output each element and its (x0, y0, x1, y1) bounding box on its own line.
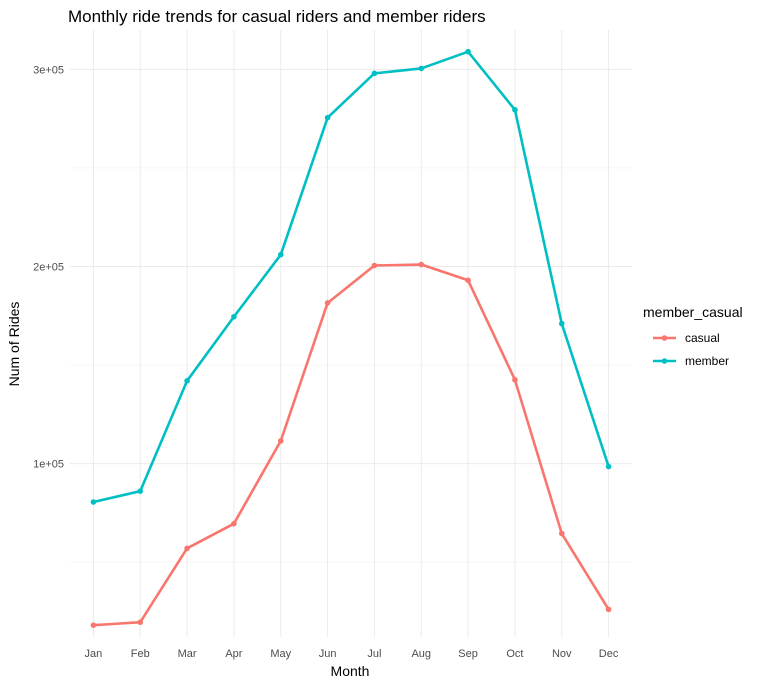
data-point-casual (558, 530, 565, 537)
series-casual (90, 261, 612, 628)
y-axis-title: Num of Rides (6, 302, 22, 387)
x-tick-label: Jun (319, 648, 337, 660)
data-point-member (231, 313, 237, 320)
x-tick-label: Aug (411, 648, 431, 660)
legend-title: member_casual (643, 304, 743, 320)
chart-title: Monthly ride trends for casual riders an… (68, 7, 486, 26)
legend-key-point-casual (661, 335, 668, 341)
data-point-casual (137, 619, 144, 626)
data-point-member (184, 377, 190, 384)
data-point-casual (90, 622, 97, 628)
data-point-member (465, 48, 471, 55)
data-point-casual (184, 545, 190, 552)
x-tick-label: Nov (552, 648, 572, 660)
data-point-casual (465, 277, 471, 284)
x-tick-label: Oct (506, 648, 523, 660)
data-point-member (558, 320, 565, 327)
series-member (90, 48, 612, 505)
data-point-casual (512, 377, 518, 383)
y-tick-label: 1e+05 (33, 459, 64, 471)
x-tick-label: Apr (225, 648, 242, 660)
data-point-casual (605, 606, 612, 613)
legend-label-casual: casual (685, 331, 720, 345)
data-point-casual (371, 262, 378, 269)
data-point-member (512, 107, 518, 113)
x-tick-label: Mar (178, 648, 197, 660)
series-layer (90, 48, 612, 628)
data-point-member (371, 70, 378, 77)
data-point-member (418, 65, 425, 72)
series-line-casual (93, 263, 610, 627)
x-axis: Jan Feb Mar Apr May Jun Jul Aug Sep Oct Nov Dec (85, 648, 619, 660)
x-tick-label: Feb (131, 648, 150, 660)
legend-key-point-member (661, 358, 668, 364)
y-axis: 1e+05 2e+05 3e+05 (33, 64, 64, 470)
data-point-member (605, 463, 612, 470)
x-tick-label: Dec (599, 648, 619, 660)
legend-label-member: member (685, 354, 729, 368)
data-point-member (324, 114, 331, 121)
data-point-casual (418, 261, 425, 268)
data-point-member (277, 251, 284, 258)
grid (70, 30, 632, 637)
y-tick-label: 2e+05 (33, 261, 64, 273)
data-point-casual (324, 300, 331, 306)
x-tick-label: Jan (85, 648, 103, 660)
y-tick-label: 3e+05 (33, 64, 64, 76)
data-point-member (90, 499, 97, 505)
data-point-member (137, 488, 144, 494)
x-tick-label: Jul (367, 648, 381, 660)
data-point-casual (231, 520, 237, 527)
x-tick-label: May (270, 648, 291, 660)
x-tick-label: Sep (458, 648, 478, 660)
data-point-casual (277, 438, 284, 444)
series-line-member (93, 50, 610, 504)
legend: member_casual casual member (643, 304, 743, 368)
x-axis-title: Month (331, 663, 370, 679)
